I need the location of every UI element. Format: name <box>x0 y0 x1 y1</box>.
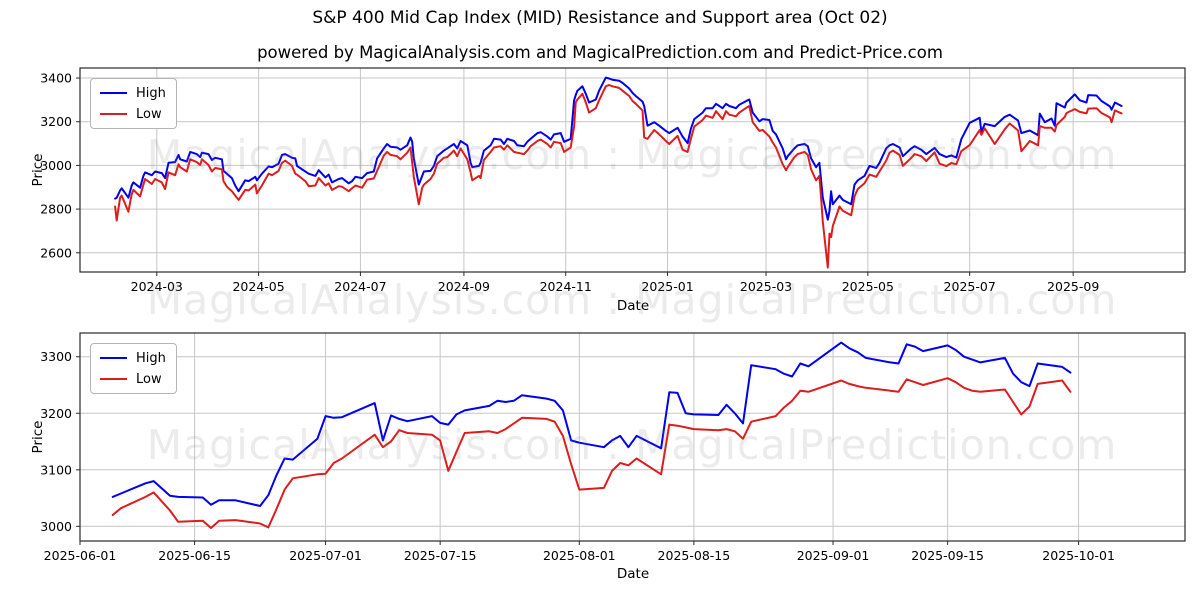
x-tick-label: 2025-10-01 <box>1042 548 1115 563</box>
bottom-chart-legend: High Low <box>90 343 177 394</box>
y-tick-label: 3100 <box>40 462 72 477</box>
high-line-swatch <box>100 357 127 359</box>
figure-title: S&P 400 Mid Cap Index (MID) Resistance a… <box>312 8 888 28</box>
plot-border <box>79 67 1186 273</box>
y-tick-label: 2600 <box>40 245 72 260</box>
x-tick-label: 2024-05 <box>232 279 284 294</box>
top-chart: 2024-03 2024-05 2024-07 2024-09 2024-11 2025-… <box>40 67 1186 294</box>
x-tick-label: 2025-09-01 <box>797 548 870 563</box>
low-line <box>114 84 1123 269</box>
top-chart-legend: High Low <box>90 78 177 129</box>
legend-entry-high: High <box>100 85 166 101</box>
x-tick-label: 2025-07-01 <box>289 548 362 563</box>
bottom-chart-ylabel: Price <box>30 420 46 454</box>
x-tick-label: 2024-11 <box>540 279 592 294</box>
x-tick-label: 2025-05 <box>842 279 894 294</box>
high-line-swatch <box>100 92 127 94</box>
legend-entry-high: High <box>100 350 166 366</box>
legend-entry-low: Low <box>100 371 166 387</box>
x-tick-label: 2024-03 <box>131 279 183 294</box>
low-line <box>111 377 1072 529</box>
x-tick-label: 2025-07 <box>944 279 996 294</box>
y-tick-label: 3400 <box>40 71 72 86</box>
x-tick-label: 2025-06-01 <box>44 548 117 563</box>
high-line <box>111 341 1072 507</box>
low-line-swatch <box>100 378 127 380</box>
x-tick-label: 2025-03 <box>740 279 792 294</box>
x-tick-label: 2025-08-15 <box>658 548 731 563</box>
top-chart-xlabel: Date <box>616 298 650 314</box>
x-tick-label: 2024-07 <box>334 279 386 294</box>
y-tick-label: 3300 <box>40 349 72 364</box>
x-tick-label: 2024-09 <box>438 279 490 294</box>
plot-border <box>79 332 1186 542</box>
legend-label-high: High <box>136 85 166 101</box>
bottom-chart-xlabel: Date <box>616 566 650 582</box>
top-chart-ylabel: Price <box>30 153 46 187</box>
y-tick-label: 3000 <box>40 519 72 534</box>
y-tick-label: 3200 <box>40 406 72 421</box>
legend-label-low: Low <box>136 106 162 122</box>
x-tick-label: 2025-01 <box>641 279 693 294</box>
bottom-chart: 2025-06-01 2025-06-15 2025-07-01 2025-07-15… <box>40 332 1186 563</box>
x-tick-label: 2025-09-15 <box>911 548 984 563</box>
figure-subtitle: powered by MagicalAnalysis.com and Magic… <box>257 43 943 62</box>
legend-label-high: High <box>136 350 166 366</box>
y-tick-label: 3000 <box>40 158 72 173</box>
y-tick-label: 3200 <box>40 114 72 129</box>
legend-entry-low: Low <box>100 106 166 122</box>
high-line <box>114 76 1123 221</box>
low-line-swatch <box>100 113 127 115</box>
y-tick-label: 2800 <box>40 202 72 217</box>
legend-label-low: Low <box>136 371 162 387</box>
x-tick-label: 2025-06-15 <box>158 548 231 563</box>
x-tick-label: 2025-09 <box>1047 279 1099 294</box>
x-tick-label: 2025-08-01 <box>543 548 616 563</box>
x-tick-label: 2025-07-15 <box>404 548 477 563</box>
